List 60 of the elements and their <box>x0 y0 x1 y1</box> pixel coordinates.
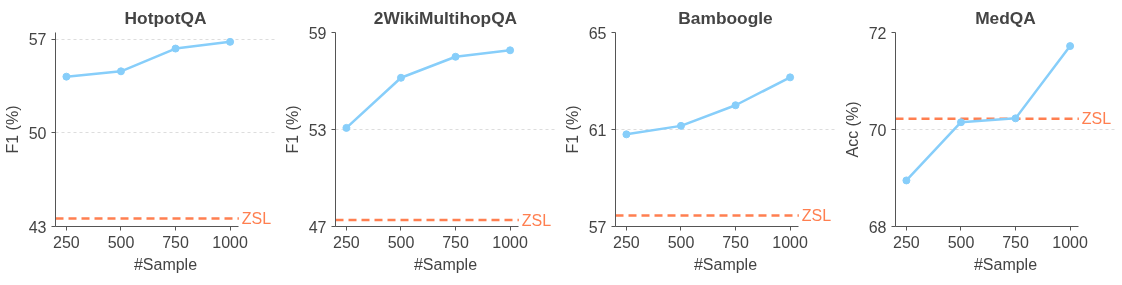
y-tick-label: 43 <box>28 218 47 236</box>
ref-line-label: ZSL <box>801 207 832 225</box>
y-tick-label: 59 <box>308 24 327 42</box>
x-tick-label: 1000 <box>212 233 248 251</box>
y-tick-label: 70 <box>868 121 887 139</box>
chart-title: 2WikiMultihopQA <box>373 7 518 28</box>
x-tick-label: 250 <box>53 233 80 251</box>
y-tick-label: 68 <box>868 218 887 236</box>
x-tick-label: 750 <box>1002 233 1029 251</box>
x-tick-label: 750 <box>162 233 189 251</box>
point <box>226 37 235 46</box>
y-axis-title: Acc (%) <box>843 101 861 158</box>
x-tick-label: 500 <box>947 233 975 251</box>
y-tick-label: 72 <box>868 24 887 42</box>
x-tick-label: 500 <box>107 233 135 251</box>
y-tick-label: 65 <box>588 24 607 42</box>
y-tick-label: 47 <box>308 218 327 236</box>
point <box>786 73 795 82</box>
ref-line-label: ZSL <box>241 209 272 227</box>
point <box>171 44 180 53</box>
x-tick-label: 250 <box>613 233 640 251</box>
x-tick-label: 1000 <box>492 233 528 251</box>
x-tick-label: 500 <box>667 233 695 251</box>
y-axis-title: F1 (%) <box>3 105 21 154</box>
x-axis-title: #Sample <box>133 255 198 273</box>
x-tick-label: 750 <box>722 233 749 251</box>
point <box>1066 42 1075 51</box>
point <box>342 123 351 132</box>
ref-line-label: ZSL <box>521 211 552 229</box>
x-tick-label: 500 <box>387 233 415 251</box>
chart-title: HotpotQA <box>124 7 207 28</box>
point <box>62 72 71 81</box>
x-axis-title: #Sample <box>413 255 478 273</box>
point <box>1011 114 1020 123</box>
point <box>902 176 911 185</box>
point <box>731 101 740 110</box>
point <box>116 67 125 76</box>
y-tick-label: 57 <box>588 218 607 236</box>
ref-line-label: ZSL <box>1081 110 1112 128</box>
x-tick-label: 250 <box>893 233 920 251</box>
y-tick-label: 61 <box>588 121 607 139</box>
y-tick-label: 57 <box>28 31 47 49</box>
chart-title: Bamboogle <box>678 7 774 28</box>
point <box>396 73 405 82</box>
y-tick-label: 53 <box>308 121 327 139</box>
x-tick-label: 750 <box>442 233 469 251</box>
point <box>622 130 631 139</box>
y-tick-label: 50 <box>28 124 47 142</box>
x-axis-title: #Sample <box>693 255 758 273</box>
point <box>451 52 460 61</box>
chart-title: MedQA <box>975 7 1037 28</box>
y-axis-title: F1 (%) <box>283 105 301 154</box>
y-axis-title: F1 (%) <box>563 105 581 154</box>
point <box>676 121 685 130</box>
point <box>506 46 515 55</box>
x-tick-label: 1000 <box>772 233 808 251</box>
x-tick-label: 1000 <box>1052 233 1088 251</box>
x-axis-title: #Sample <box>973 255 1038 273</box>
point <box>956 118 965 127</box>
x-tick-label: 250 <box>333 233 360 251</box>
